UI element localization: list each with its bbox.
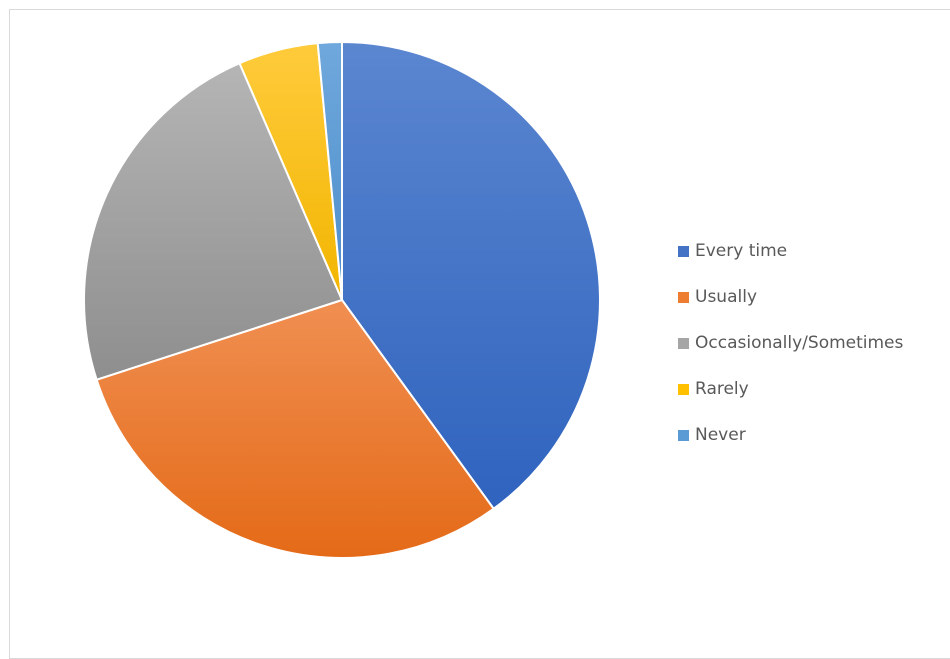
pie-slice-every-time bbox=[341, 40, 601, 511]
legend-item: Every time bbox=[678, 228, 903, 274]
legend-item: Rarely bbox=[678, 366, 903, 412]
legend-label: Never bbox=[695, 425, 746, 445]
legend-swatch bbox=[678, 291, 689, 303]
legend-swatch bbox=[678, 429, 689, 441]
legend-label: Rarely bbox=[695, 379, 749, 399]
legend-label: Occasionally/Sometimes bbox=[695, 333, 904, 353]
legend-swatch bbox=[678, 383, 689, 395]
legend-item: Never bbox=[678, 412, 903, 458]
legend-swatch bbox=[678, 245, 689, 257]
pie-slice-occasionally-sometimes bbox=[83, 61, 344, 381]
legend-item: Usually bbox=[678, 274, 903, 320]
legend-label: Every time bbox=[695, 241, 788, 261]
pie-slice-usually bbox=[95, 298, 496, 559]
legend-item: Occasionally/Sometimes bbox=[678, 320, 903, 366]
legend-label: Usually bbox=[695, 287, 757, 307]
chart-legend: Every time Usually Occasionally/Sometimes R… bbox=[678, 228, 903, 458]
legend-swatch bbox=[678, 337, 689, 349]
pie-slice-never bbox=[316, 40, 343, 301]
